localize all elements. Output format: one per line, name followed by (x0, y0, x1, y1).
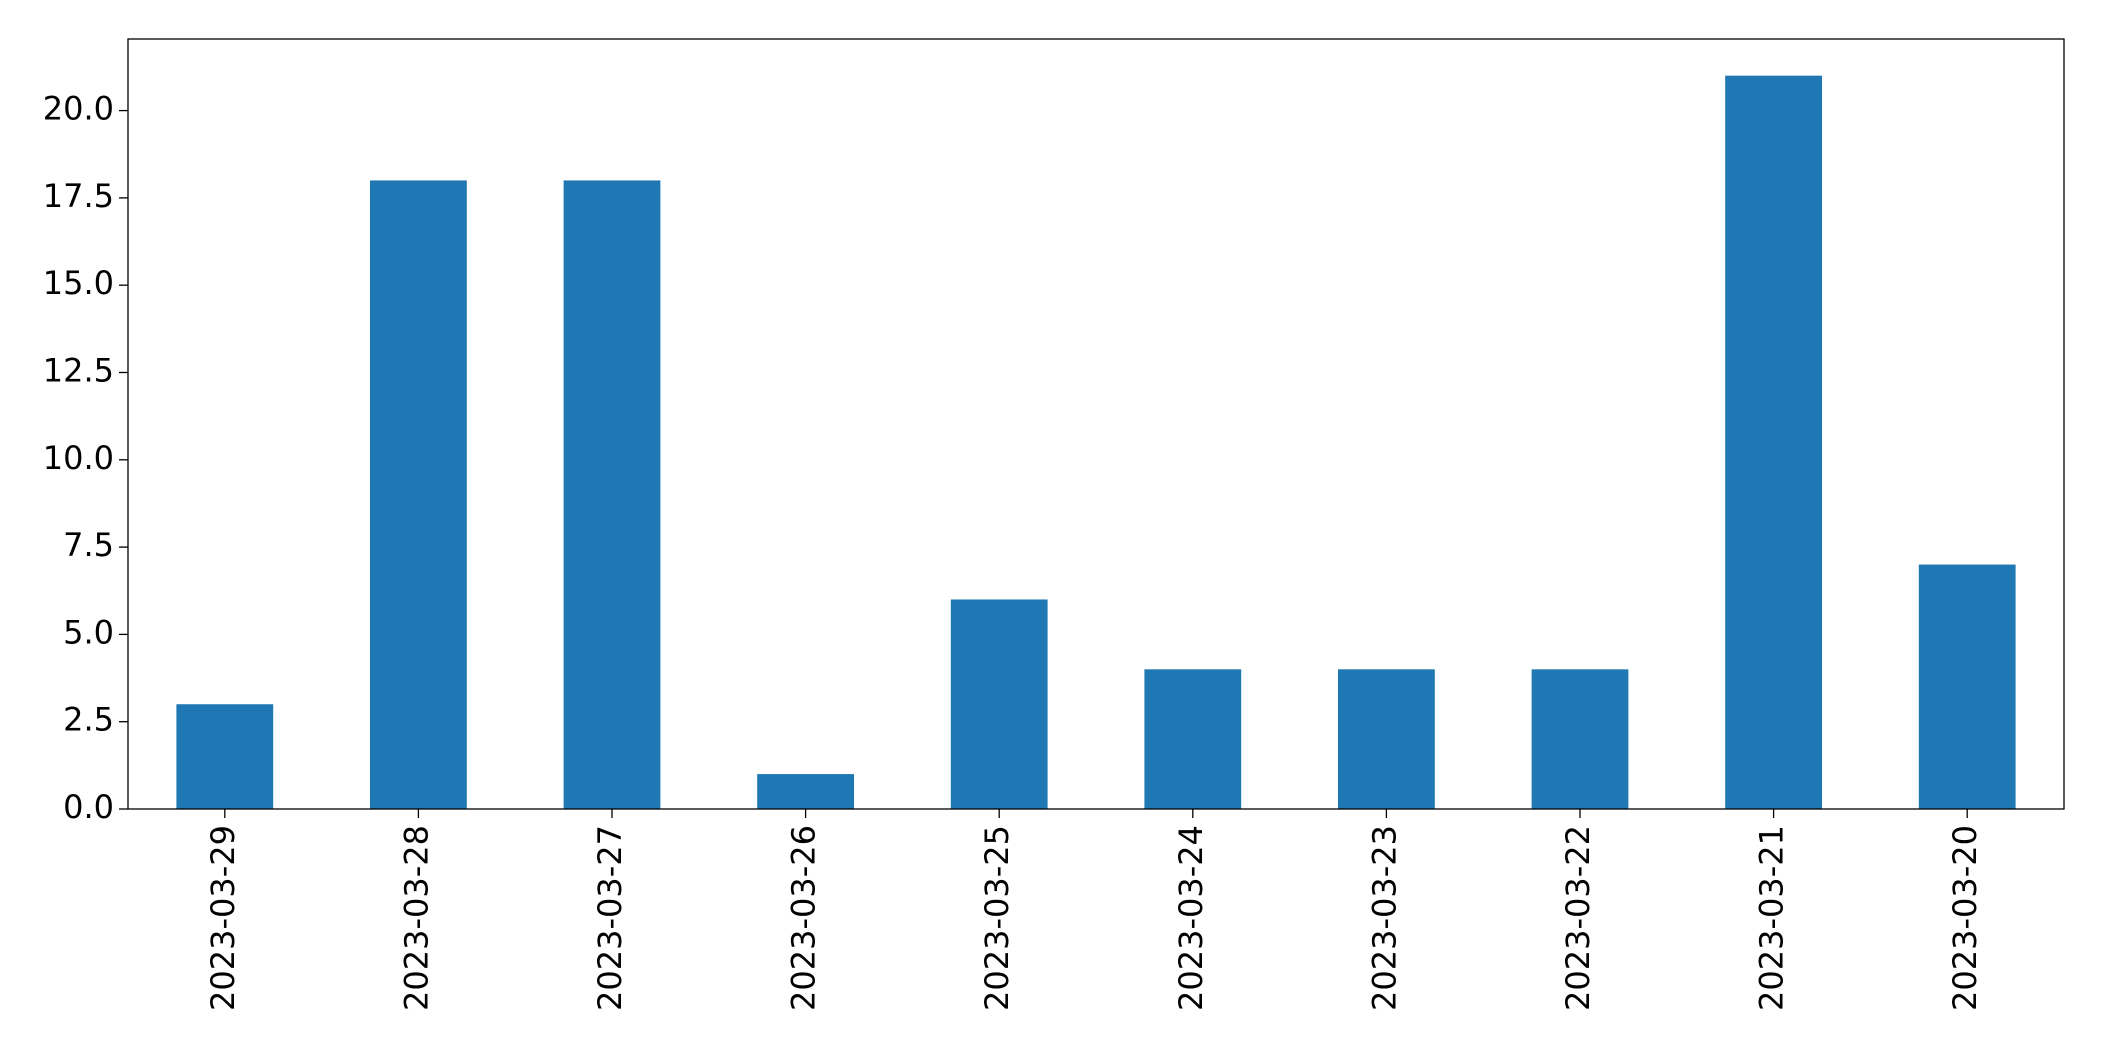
y-tick-label: 0.0 (63, 788, 114, 826)
bar (563, 180, 661, 809)
x-tick-label: 2023-03-20 (1946, 825, 1984, 1011)
y-tick-label: 5.0 (63, 613, 114, 651)
bar (176, 704, 274, 809)
y-tick-label: 12.5 (43, 351, 114, 389)
bar (1725, 75, 1822, 809)
bar (1531, 669, 1629, 809)
y-tick-label: 7.5 (63, 526, 114, 564)
y-tick-label: 2.5 (63, 701, 114, 739)
bar (950, 599, 1048, 809)
bar (1338, 669, 1435, 809)
bar (1144, 669, 1242, 809)
y-tick-label: 10.0 (43, 439, 114, 477)
x-tick-label: 2023-03-24 (1172, 825, 1210, 1011)
bar (757, 774, 854, 809)
x-tick-label: 2023-03-26 (785, 825, 823, 1011)
y-tick-label: 15.0 (43, 264, 114, 302)
x-tick-label: 2023-03-25 (978, 825, 1016, 1011)
x-tick-label: 2023-03-28 (397, 825, 435, 1011)
y-tick-label: 17.5 (43, 177, 114, 215)
plot-frame (127, 38, 2065, 810)
bar (370, 180, 467, 809)
x-tick-label: 2023-03-23 (1365, 825, 1403, 1011)
bar (1918, 564, 2016, 809)
x-tick-label: 2023-03-22 (1559, 825, 1597, 1011)
x-tick-label: 2023-03-29 (204, 825, 242, 1011)
y-tick-label: 20.0 (43, 90, 114, 128)
x-tick-label: 2023-03-21 (1753, 825, 1791, 1011)
x-tick-label: 2023-03-27 (591, 825, 629, 1011)
